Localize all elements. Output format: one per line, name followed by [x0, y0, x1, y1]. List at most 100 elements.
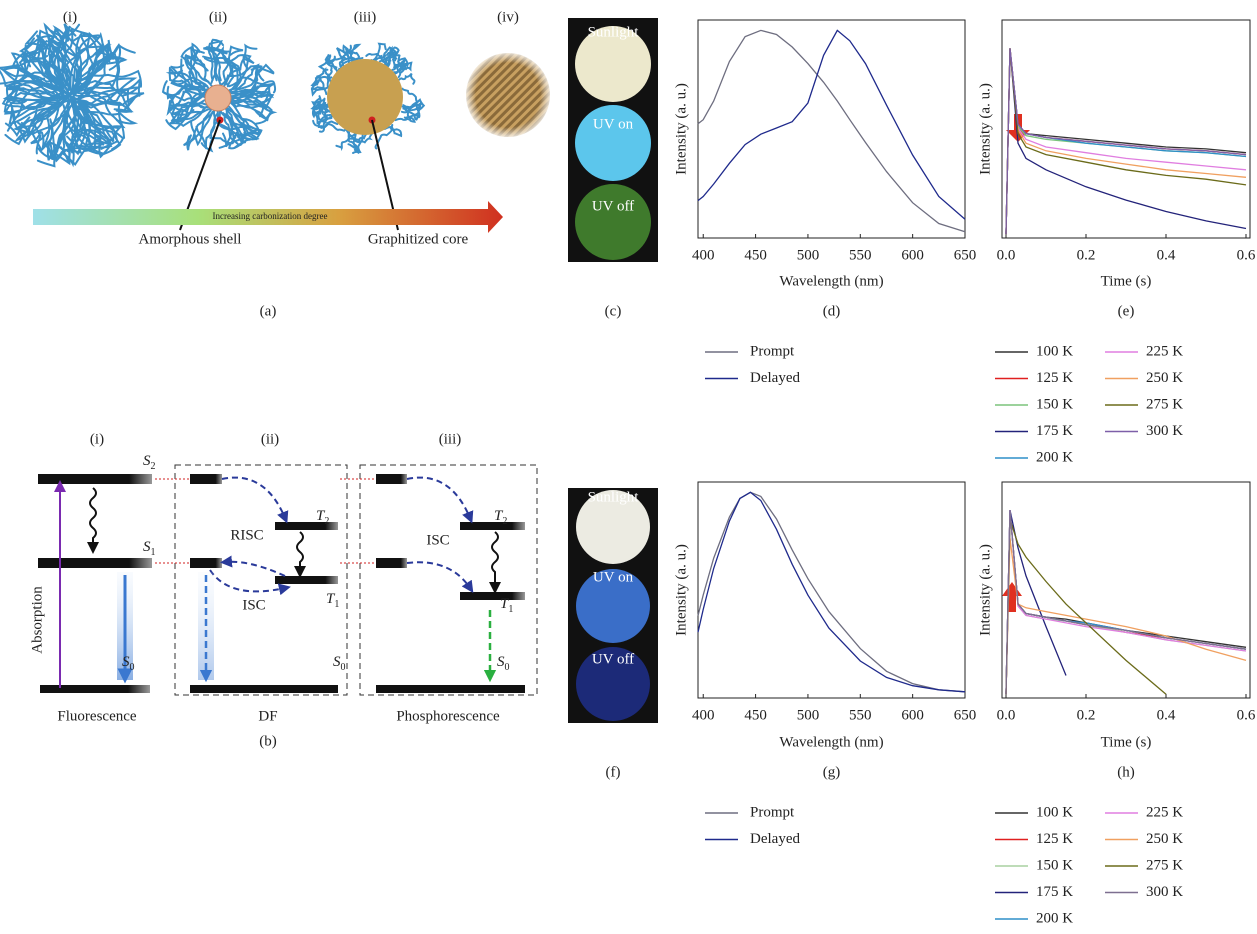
x-tick-label: 550 — [849, 707, 872, 723]
legend-label: 300 K — [1146, 884, 1183, 900]
chain — [72, 34, 100, 96]
chain — [14, 91, 65, 143]
x-tick-label: 500 — [797, 707, 820, 723]
isc-label: ISC — [242, 597, 265, 613]
photo-label: Sunlight — [588, 489, 640, 505]
chain — [69, 94, 119, 150]
chain — [222, 43, 258, 89]
level — [275, 576, 338, 584]
chain — [161, 80, 206, 102]
chain — [166, 84, 211, 100]
data-line — [697, 491, 966, 693]
state-label: S0 — [122, 654, 135, 673]
chain — [231, 84, 275, 99]
data-line — [697, 491, 966, 693]
caption: (b) — [259, 733, 277, 749]
photo-label: UV on — [593, 569, 634, 585]
x-tick-label: 600 — [901, 247, 924, 263]
level — [38, 474, 152, 484]
data-line — [1005, 48, 1247, 235]
level — [275, 522, 338, 530]
shell-label: Amorphous shell — [139, 231, 242, 247]
chain — [166, 100, 215, 117]
legend-label: 275 K — [1146, 396, 1183, 412]
sample-photo — [575, 26, 651, 102]
state-subscript: 1 — [334, 599, 339, 610]
caption: (h) — [1117, 764, 1135, 780]
plot-frame — [697, 19, 966, 239]
chain — [78, 78, 142, 99]
chain — [392, 61, 413, 74]
legend-label: Delayed — [750, 831, 800, 847]
chain — [310, 76, 327, 91]
chain — [335, 130, 358, 152]
core-label: Graphitized core — [368, 231, 469, 247]
state-letter: S — [122, 654, 130, 670]
chain — [77, 86, 145, 103]
chain — [347, 131, 360, 155]
column-label: (ii) — [261, 431, 279, 447]
isc-arrow — [209, 569, 291, 596]
x-tick-label: 500 — [797, 247, 820, 263]
panel-b: (i) (ii) (iii) — [29, 431, 538, 749]
isc-label: ISC — [426, 532, 449, 548]
x-tick-label: 550 — [849, 247, 872, 263]
x-tick-label: 400 — [692, 707, 715, 723]
chain — [401, 87, 419, 106]
risc-arrow — [220, 555, 286, 577]
state-letter: T — [500, 596, 510, 612]
state-subscript: 1 — [151, 547, 156, 558]
chain — [169, 108, 205, 128]
chain — [69, 31, 104, 92]
state-subscript: 0 — [341, 662, 346, 673]
stage-label: (iv) — [497, 9, 519, 25]
chain — [225, 108, 247, 144]
chain — [75, 86, 141, 105]
chain — [223, 113, 241, 150]
x-tick-label: 450 — [744, 247, 767, 263]
chain — [336, 57, 364, 76]
caption: (f) — [606, 764, 621, 780]
state-label: S0 — [333, 654, 346, 673]
state-label: S0 — [497, 654, 510, 673]
chain — [31, 92, 65, 155]
sample-photo — [575, 105, 651, 181]
chain — [8, 95, 68, 126]
x-tick-label: 450 — [744, 707, 767, 723]
chain — [210, 38, 224, 86]
chain — [347, 131, 375, 144]
state-subscript: 1 — [508, 604, 513, 615]
x-tick-label: 0.0 — [997, 247, 1016, 263]
legend-label: 175 K — [1036, 423, 1073, 439]
chain — [318, 102, 330, 133]
x-tick-label: 0.2 — [1077, 707, 1096, 723]
data-line — [1005, 48, 1247, 235]
legend-label: 150 K — [1036, 857, 1073, 873]
isc-arrow — [406, 561, 474, 593]
isc-arrow — [406, 476, 474, 524]
chain — [75, 69, 143, 88]
chain — [43, 22, 62, 91]
state-subscript: 2 — [502, 516, 507, 527]
gradient-arrow — [33, 201, 503, 233]
state-letter: S — [143, 539, 151, 555]
plot-frame — [697, 481, 966, 699]
data-line — [1005, 48, 1247, 235]
plot-frame — [1001, 19, 1251, 239]
data-line — [1005, 510, 1247, 695]
chain — [2, 85, 70, 107]
data-line — [1005, 519, 1167, 695]
level — [40, 685, 150, 693]
chain — [233, 54, 255, 90]
chain — [6, 83, 71, 98]
chain — [11, 94, 70, 130]
x-axis-label: Time (s) — [1101, 734, 1152, 750]
state-subscript: 2 — [324, 516, 329, 527]
legend-label: 275 K — [1146, 857, 1183, 873]
stage-label: (iii) — [354, 9, 377, 25]
arrow-label: Increasing carbonization degree — [213, 211, 328, 221]
chain — [344, 126, 369, 142]
chain — [349, 43, 362, 65]
x-tick-label: 0.4 — [1157, 247, 1176, 263]
chain — [401, 101, 423, 109]
